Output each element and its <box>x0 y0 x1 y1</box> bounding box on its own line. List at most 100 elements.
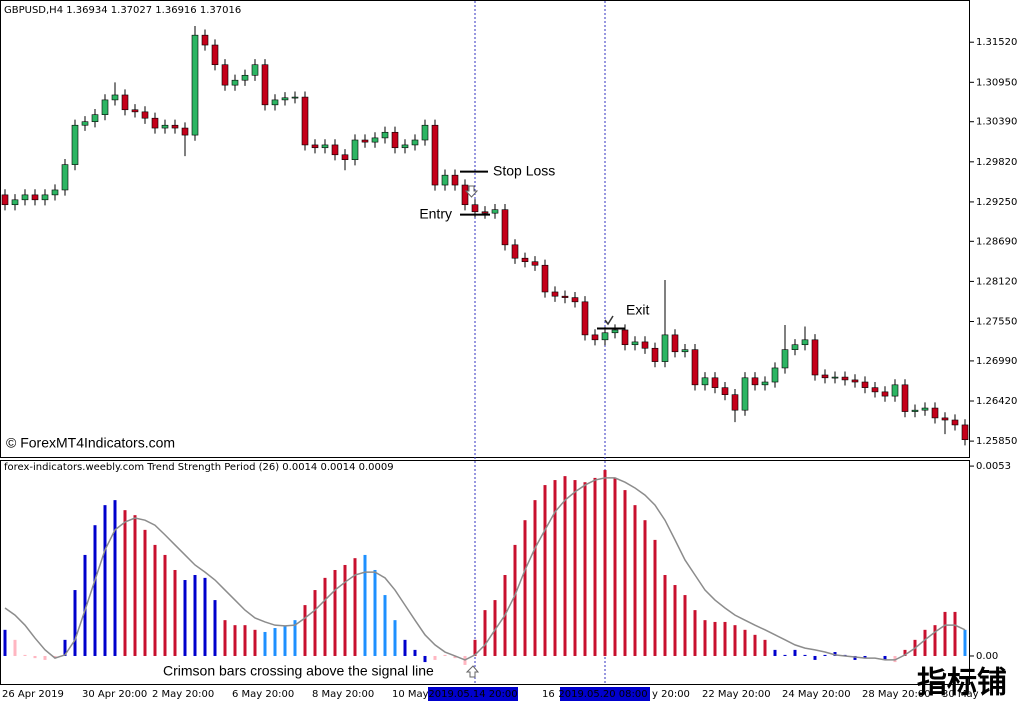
x-tick-label: 2019.05.20 08:00 <box>558 689 647 700</box>
histogram-bar <box>743 629 747 656</box>
candle-body <box>511 244 519 259</box>
histogram-bar <box>953 611 957 656</box>
x-tick-label: 26 Apr 2019 <box>2 689 64 700</box>
histogram-bar <box>923 629 927 656</box>
candle-body <box>251 64 259 76</box>
candle-body <box>821 374 829 379</box>
y-tick-label: 1.27550 <box>976 317 1017 328</box>
candle-body <box>581 301 589 336</box>
candle-body <box>301 96 309 146</box>
candle-body <box>951 419 959 426</box>
histogram-bar <box>783 654 787 656</box>
y-tick-label: 1.31520 <box>976 37 1017 48</box>
candle-body <box>711 377 719 388</box>
histogram-bar <box>613 477 617 656</box>
x-tick-label: 30 May <box>942 689 979 700</box>
candle-body <box>461 184 469 206</box>
candle-body <box>41 194 49 201</box>
histogram-bar <box>943 611 947 656</box>
histogram-bar <box>73 590 77 656</box>
histogram-bar <box>853 655 857 660</box>
candle-body <box>211 44 219 66</box>
y-tick-label: 1.29250 <box>976 197 1017 208</box>
candle-body <box>321 144 329 149</box>
candle-body <box>71 124 79 165</box>
histogram-bar <box>623 490 627 656</box>
candle-body <box>801 339 809 346</box>
candle-body <box>111 94 119 101</box>
candle-body <box>931 407 939 419</box>
indicator-panel-frame <box>0 460 970 685</box>
histogram-bar <box>683 595 687 656</box>
y-tick-label: 0.0053 <box>976 461 1011 472</box>
histogram-bar <box>153 544 157 656</box>
histogram-bar <box>533 500 537 656</box>
x-tick-label: 2019.05.14 20:00 <box>428 689 517 700</box>
x-tick-label: 24 May 20:00 <box>782 689 851 700</box>
histogram-bar <box>13 639 17 656</box>
histogram-bar <box>583 482 587 656</box>
candle-body <box>891 384 899 397</box>
candle-body <box>881 391 889 397</box>
candle-body <box>51 189 59 196</box>
histogram-bar <box>123 510 127 656</box>
annotation: Crimson bars crossing above the signal l… <box>163 663 434 679</box>
candle-body <box>291 96 299 99</box>
histogram-bar <box>593 477 597 656</box>
candle-body <box>271 99 279 106</box>
histogram-bar <box>543 485 547 656</box>
histogram-bar <box>163 554 167 656</box>
histogram-bar <box>753 634 757 656</box>
histogram-bar <box>273 628 277 656</box>
candle-body <box>101 99 109 115</box>
histogram-bar <box>133 515 137 656</box>
candle-body <box>531 261 539 266</box>
histogram-bar <box>573 480 577 656</box>
histogram-bar <box>903 649 907 656</box>
candle-body <box>701 377 709 386</box>
candle-body <box>191 34 199 136</box>
histogram-bar <box>353 558 357 656</box>
candle-body <box>921 407 929 411</box>
histogram-bar <box>183 580 187 656</box>
candle-body <box>121 94 129 111</box>
histogram-bar <box>173 569 177 656</box>
candle-body <box>201 34 209 46</box>
histogram-bar <box>833 652 837 656</box>
candle-body <box>551 291 559 297</box>
candle-body <box>761 381 769 386</box>
candle-body <box>1 194 9 206</box>
histogram-bar <box>603 470 607 656</box>
candle-body <box>471 204 479 213</box>
histogram-bar <box>113 500 117 656</box>
candle-body <box>21 194 29 201</box>
signal-arrow <box>465 665 480 678</box>
histogram-bar <box>823 654 827 656</box>
candle-body <box>631 341 639 346</box>
histogram-bar <box>453 655 457 659</box>
candle-body <box>141 111 149 119</box>
histogram-bar <box>193 575 197 656</box>
candle-body <box>961 424 969 441</box>
candle-body <box>851 379 859 383</box>
candle-body <box>661 334 669 362</box>
histogram-bar <box>403 639 407 656</box>
histogram-bar <box>883 655 887 660</box>
histogram-bar <box>223 620 227 656</box>
candle-body <box>61 164 69 191</box>
histogram-bar <box>863 655 867 659</box>
candle-body <box>91 114 99 123</box>
histogram-bar <box>323 577 327 656</box>
histogram-bar <box>643 520 647 656</box>
symbol-header: GBPUSD,H4 1.36934 1.37027 1.36916 1.3701… <box>4 5 241 16</box>
histogram-bar <box>423 655 427 663</box>
histogram-bar <box>293 620 297 656</box>
histogram-bar <box>283 625 287 656</box>
histogram-bar <box>53 655 57 659</box>
histogram-bar <box>483 610 487 656</box>
candle-body <box>521 257 529 263</box>
entry-arrow <box>464 185 479 198</box>
candle-body <box>441 174 449 186</box>
candle-body <box>811 339 819 376</box>
histogram-bar <box>663 575 667 656</box>
